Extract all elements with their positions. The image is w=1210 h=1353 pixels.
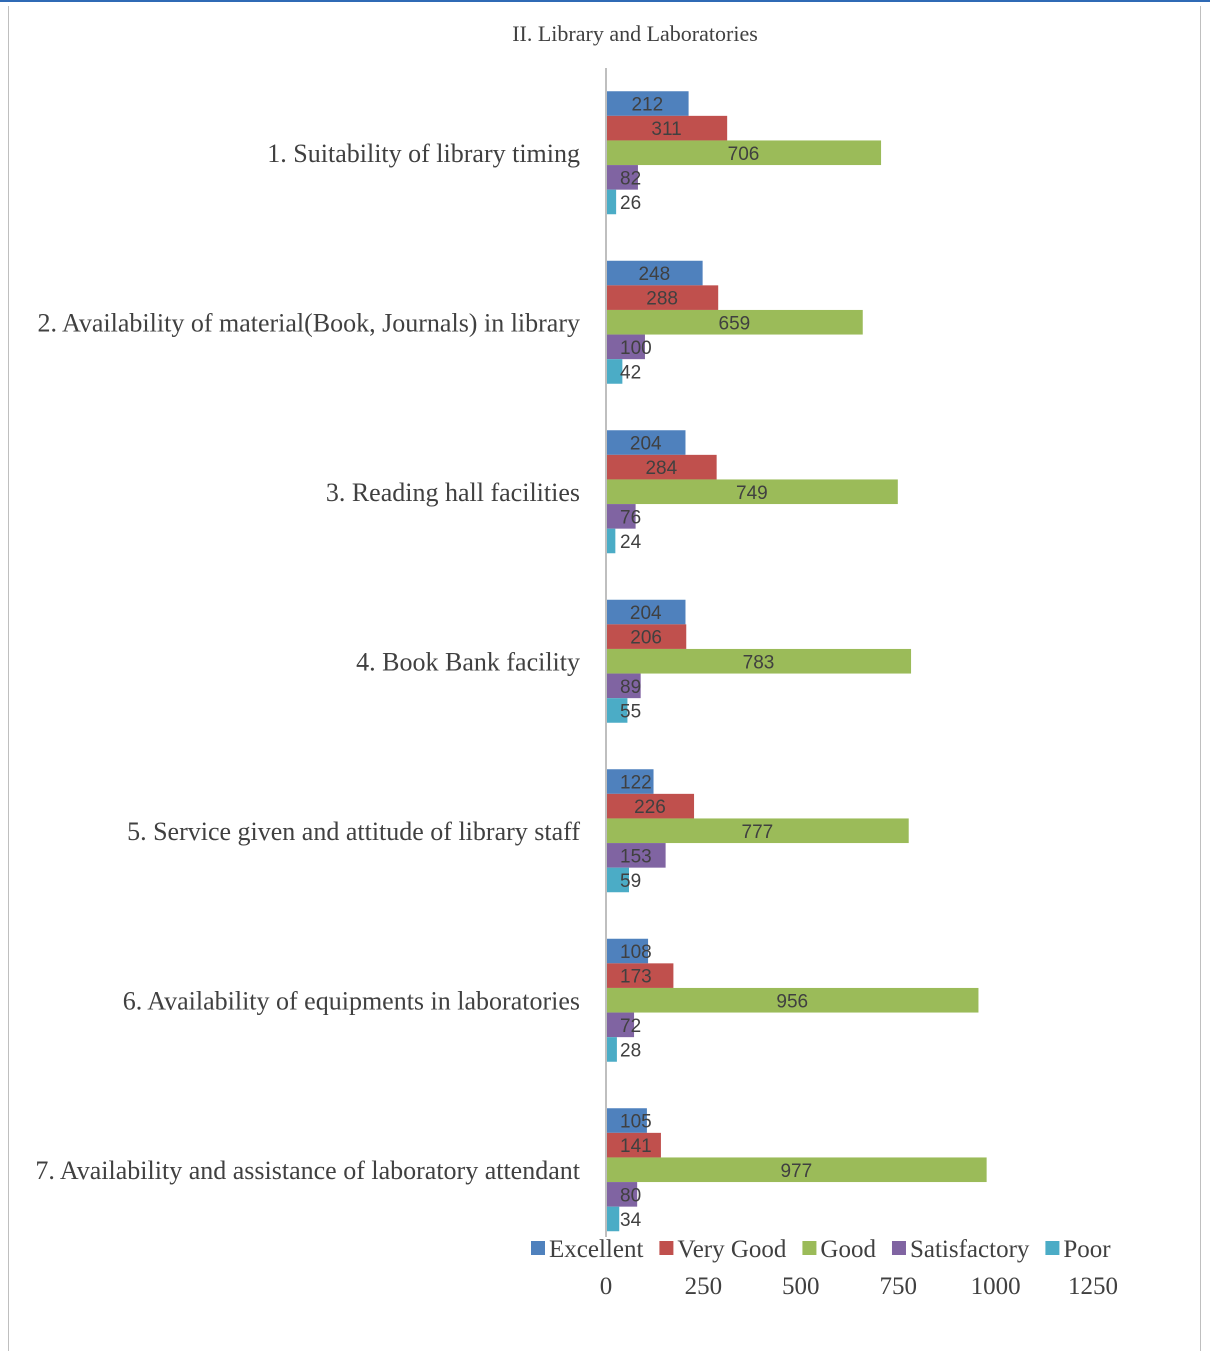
legend-label: Excellent (549, 1236, 643, 1263)
data-label: 284 (645, 458, 677, 479)
bar-satisfactory (606, 1012, 635, 1038)
legend-swatch (891, 1241, 906, 1255)
bar-good (606, 479, 898, 505)
data-label: 108 (620, 942, 652, 963)
bar-very-good (606, 1132, 661, 1158)
data-label: 80 (620, 1185, 641, 1206)
data-label: 141 (620, 1136, 652, 1157)
bar-good (606, 987, 979, 1013)
category-label: 7. Availability and assistance of labora… (35, 1156, 580, 1185)
bar-excellent (606, 91, 689, 116)
bar-excellent (606, 1108, 647, 1133)
chart-title: II. Library and Laboratories (512, 21, 758, 46)
bar-good (606, 1157, 987, 1183)
data-label: 82 (620, 168, 641, 189)
data-label: 749 (736, 483, 768, 504)
bar-satisfactory (606, 843, 666, 868)
bar-very-good (606, 285, 719, 310)
data-label: 34 (620, 1210, 642, 1231)
data-label: 248 (638, 264, 670, 285)
bar-satisfactory (606, 673, 641, 699)
bar-satisfactory (606, 1182, 638, 1207)
bar-good (606, 818, 909, 844)
bar-good (606, 648, 912, 674)
category-label: 5. Service given and attitude of library… (127, 817, 580, 846)
data-label: 206 (630, 628, 662, 649)
legend-swatch (659, 1241, 674, 1255)
bar-very-good (606, 624, 687, 649)
data-label: 659 (719, 313, 751, 334)
data-label: 777 (742, 822, 774, 843)
data-label: 956 (776, 991, 808, 1012)
top-rule (0, 0, 1210, 2)
data-label: 76 (620, 507, 641, 528)
data-label: 42 (620, 362, 641, 383)
data-label: 204 (630, 434, 662, 455)
x-tick-label: 1250 (1068, 1273, 1118, 1300)
category-label: 3. Reading hall facilities (326, 478, 580, 507)
legend-label: Poor (1063, 1236, 1111, 1263)
legend-label: Very Good (677, 1236, 787, 1263)
bar-satisfactory (606, 165, 638, 190)
bar-poor (606, 698, 628, 723)
bar-poor (606, 1206, 620, 1232)
bar-excellent (606, 599, 686, 625)
data-label: 706 (728, 144, 760, 165)
bar-excellent (606, 260, 703, 286)
category-label: 4. Book Bank facility (356, 647, 580, 676)
bar-very-good (606, 115, 728, 141)
data-label: 24 (620, 532, 642, 553)
legend-label: Satisfactory (910, 1236, 1030, 1263)
x-tick-label: 750 (879, 1273, 917, 1300)
data-label: 226 (634, 797, 666, 818)
chart-frame (8, 6, 1201, 1351)
x-tick-label: 1000 (971, 1273, 1021, 1300)
data-label: 122 (620, 773, 652, 794)
legend-label: Good (820, 1236, 876, 1263)
data-label: 288 (646, 289, 678, 310)
x-tick-label: 500 (782, 1273, 820, 1300)
bar-very-good (606, 793, 695, 819)
bar-very-good (606, 454, 717, 480)
data-label: 977 (780, 1161, 812, 1182)
data-label: 105 (620, 1112, 652, 1133)
data-label: 26 (620, 193, 641, 214)
bar-poor (606, 867, 629, 893)
legend-swatch (802, 1241, 817, 1255)
bar-excellent (606, 769, 654, 794)
legend-swatch (531, 1241, 545, 1255)
data-label: 55 (620, 701, 641, 722)
data-label: 204 (630, 603, 662, 624)
data-label: 311 (651, 119, 681, 140)
data-label: 59 (620, 871, 641, 892)
bar-poor (606, 528, 616, 554)
bar-satisfactory (606, 504, 636, 529)
bar-excellent (606, 938, 649, 964)
data-label: 153 (620, 846, 652, 867)
bar-very-good (606, 963, 674, 988)
x-tick-label: 0 (600, 1273, 613, 1300)
category-label: 6. Availability of equipments in laborat… (123, 986, 580, 1015)
category-label: 1. Suitability of library timing (267, 139, 580, 168)
bar-poor (606, 359, 623, 384)
data-label: 89 (620, 677, 641, 698)
x-tick-label: 250 (685, 1273, 723, 1300)
data-label: 100 (620, 338, 652, 359)
bar-satisfactory (606, 334, 645, 360)
bar-excellent (606, 430, 686, 455)
bar-good (606, 309, 863, 335)
bar-poor (606, 1037, 617, 1062)
bar-good (606, 140, 882, 166)
data-label: 72 (620, 1016, 641, 1037)
bar-poor (606, 189, 617, 215)
data-label: 212 (631, 95, 663, 116)
category-label: 2. Availability of material(Book, Journa… (37, 308, 580, 337)
data-label: 173 (620, 967, 652, 988)
data-label: 783 (743, 652, 775, 673)
legend-swatch (1045, 1241, 1060, 1255)
data-label: 28 (620, 1040, 641, 1061)
